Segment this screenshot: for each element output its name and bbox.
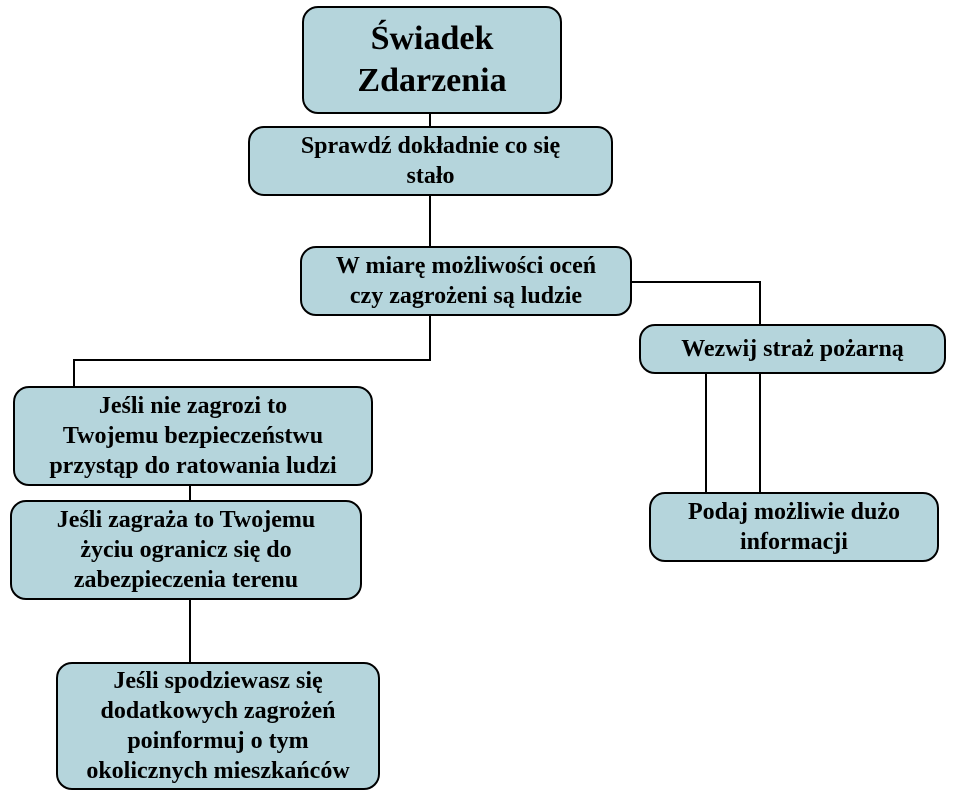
node-step-1-label: Sprawdź dokładnie co się stało (301, 131, 560, 191)
node-step-4-label: Jeśli nie zagrozi to Twojemu bezpieczeńs… (49, 391, 336, 481)
node-step-6-label: Podaj możliwie dużo informacji (688, 497, 900, 557)
node-step-7-label: Jeśli spodziewasz się dodatkowych zagroż… (86, 666, 349, 786)
node-step-1: Sprawdź dokładnie co się stało (248, 126, 613, 196)
node-step-5-label: Jeśli zagraża to Twojemu życiu ogranicz … (57, 505, 315, 595)
node-title: Świadek Zdarzenia (302, 6, 562, 114)
node-step-7: Jeśli spodziewasz się dodatkowych zagroż… (56, 662, 380, 790)
node-step-6: Podaj możliwie dużo informacji (649, 492, 939, 562)
node-step-2-label: W miarę możliwości oceń czy zagrożeni są… (336, 251, 596, 311)
node-step-2: W miarę możliwości oceń czy zagrożeni są… (300, 246, 632, 316)
node-step-5: Jeśli zagraża to Twojemu życiu ogranicz … (10, 500, 362, 600)
node-title-label: Świadek Zdarzenia (357, 18, 506, 103)
node-step-3: Wezwij straż pożarną (639, 324, 946, 374)
node-step-3-label: Wezwij straż pożarną (681, 334, 904, 364)
node-step-4: Jeśli nie zagrozi to Twojemu bezpieczeńs… (13, 386, 373, 486)
